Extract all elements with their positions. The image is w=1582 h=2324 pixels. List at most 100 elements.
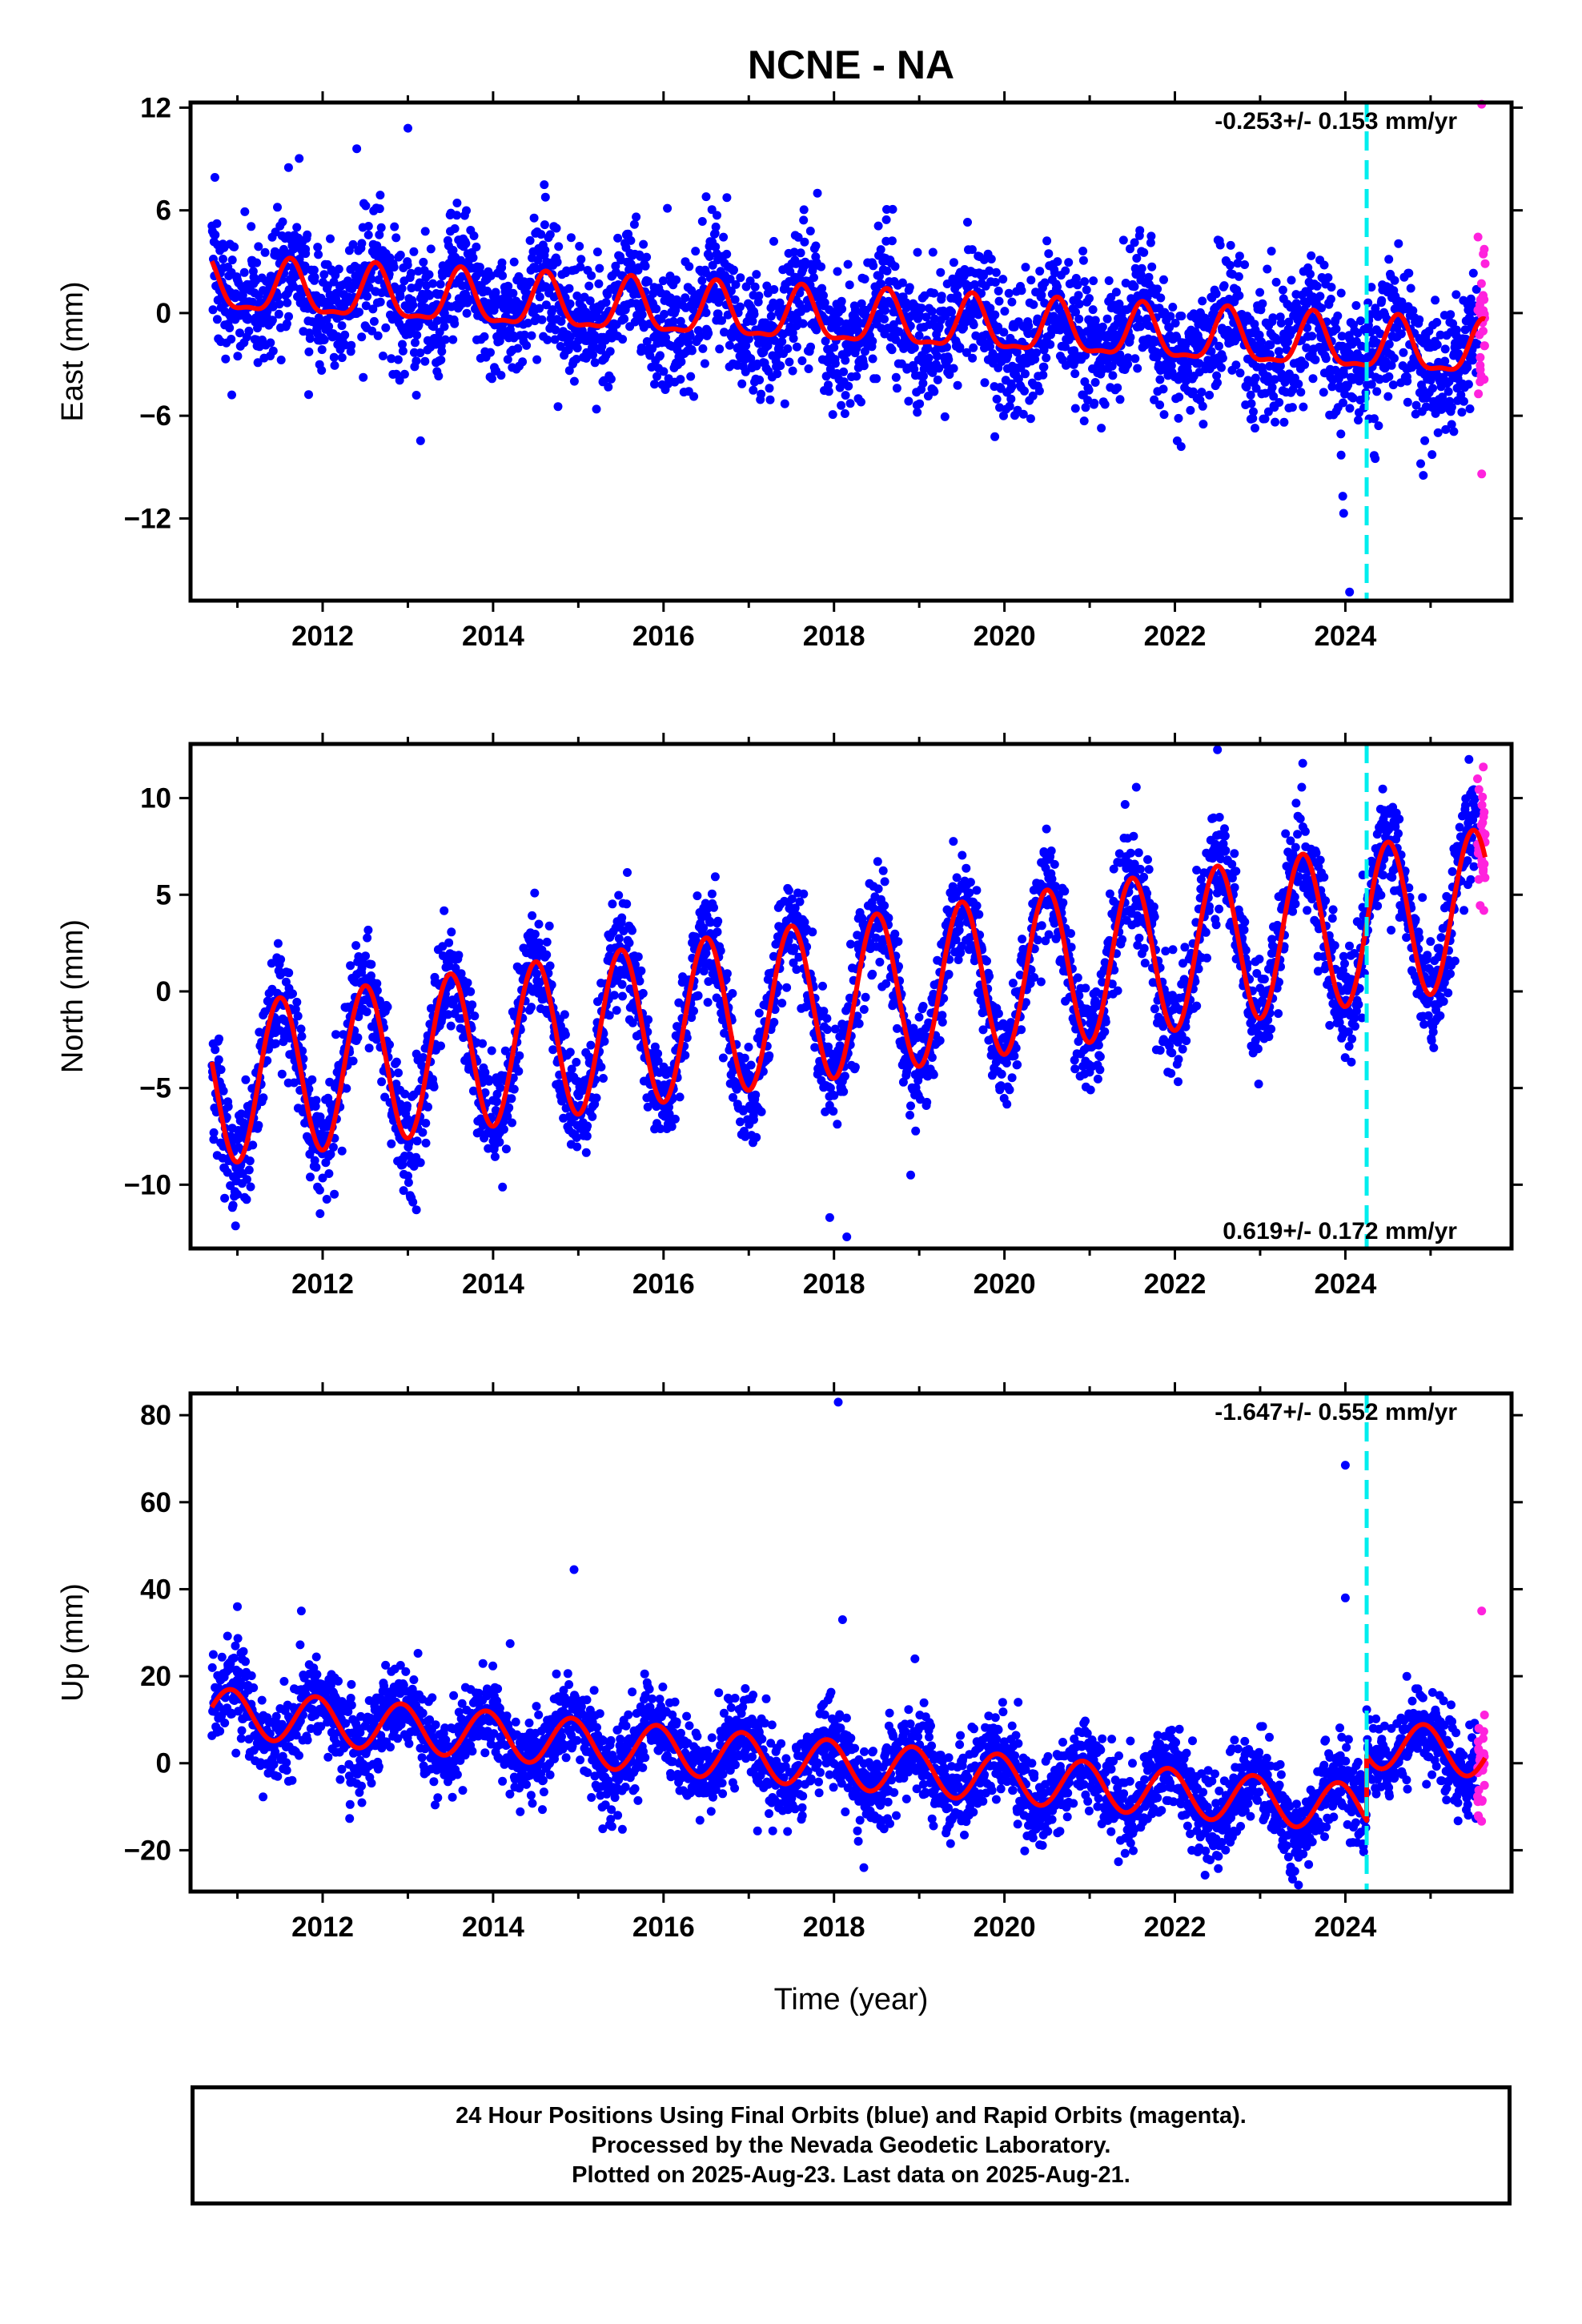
data-point-final: [461, 239, 471, 248]
data-point-final: [1147, 262, 1157, 271]
data-point-final: [436, 356, 446, 364]
data-point-final: [276, 955, 286, 964]
data-point-final: [1249, 407, 1258, 416]
data-point-final: [1464, 380, 1473, 389]
data-point-final: [315, 1185, 324, 1195]
data-point-final: [304, 347, 314, 356]
data-point-final: [986, 255, 996, 263]
data-point-final: [271, 251, 281, 260]
data-point-final: [817, 262, 826, 271]
data-point-final: [811, 241, 821, 251]
data-point-final: [693, 891, 702, 901]
data-point-final: [244, 326, 254, 336]
data-point-final: [930, 387, 939, 396]
data-point-final: [765, 395, 775, 404]
data-point-final: [472, 242, 481, 251]
data-point-final: [845, 399, 855, 408]
data-point-final: [241, 1075, 251, 1084]
data-point-final: [545, 230, 555, 239]
data-point-rapid: [1474, 389, 1484, 399]
y-tick-label: −6: [139, 400, 171, 432]
outlier-point: [701, 192, 711, 202]
data-point-final: [704, 328, 713, 338]
data-point-final: [398, 340, 407, 349]
data-point-final: [300, 261, 310, 271]
data-point-final: [687, 346, 697, 356]
data-point-final: [334, 264, 343, 274]
data-point-final: [915, 399, 925, 408]
data-point-final: [228, 1200, 238, 1210]
data-point-final: [797, 356, 807, 365]
data-point-final: [796, 248, 805, 258]
data-point-final: [604, 1011, 614, 1020]
data-point-final: [1070, 369, 1080, 379]
data-point-final: [540, 220, 549, 230]
data-point-final: [582, 1132, 592, 1141]
data-point-final: [798, 319, 808, 328]
data-point-final: [789, 334, 798, 344]
data-point-final: [508, 288, 518, 298]
data-point-final: [532, 355, 542, 364]
data-point-final: [1388, 380, 1398, 390]
data-point-final: [1039, 362, 1049, 372]
data-point-final: [711, 222, 721, 231]
data-point-final: [844, 381, 853, 391]
y-axis-title: East (mm): [56, 281, 90, 421]
figure-title: NCNE - NA: [748, 42, 954, 87]
data-point-final: [1035, 267, 1045, 276]
data-point-final: [499, 1124, 508, 1134]
data-point-final: [309, 265, 319, 275]
data-point-final: [857, 397, 865, 407]
data-point-final: [777, 337, 787, 347]
data-point-final: [752, 270, 761, 279]
data-point-final: [1308, 374, 1318, 384]
data-point-final: [1078, 247, 1088, 255]
data-point-final: [420, 356, 430, 366]
x-tick-label: 2024: [1314, 621, 1376, 652]
data-point-final: [819, 291, 828, 300]
data-point-final: [636, 966, 646, 975]
data-point-final: [1271, 277, 1281, 287]
data-point-final: [1037, 291, 1046, 300]
data-point-final: [1403, 376, 1412, 386]
data-point-final: [227, 335, 236, 344]
data-point-final: [650, 380, 659, 389]
data-point-final: [420, 227, 430, 236]
data-point-final: [448, 246, 458, 255]
data-point-final: [513, 344, 523, 353]
data-point-final: [676, 375, 685, 384]
data-point-final: [697, 275, 707, 285]
data-point-final: [1399, 348, 1408, 357]
data-point-final: [725, 340, 734, 350]
data-point-final: [1158, 384, 1168, 394]
data-point-final: [368, 304, 378, 314]
data-point-final: [233, 352, 243, 361]
data-point-final: [840, 409, 849, 418]
data-point-final: [1372, 387, 1382, 396]
data-point-final: [829, 1107, 838, 1116]
data-point-final: [429, 1082, 439, 1092]
data-point-final: [1306, 269, 1315, 279]
data-point-final: [337, 1146, 347, 1156]
data-point-final: [436, 279, 445, 289]
data-point-final: [703, 998, 713, 1007]
data-point-final: [565, 299, 575, 308]
data-point-final: [587, 271, 596, 280]
data-point-final: [923, 344, 933, 353]
data-point-final: [629, 219, 639, 229]
data-point-final: [757, 1107, 766, 1116]
data-point-final: [530, 930, 540, 939]
data-point-final: [605, 347, 615, 356]
data-point-final: [623, 868, 632, 877]
data-point-final: [466, 987, 476, 996]
data-point-final: [833, 1120, 842, 1129]
data-point-final: [588, 1112, 597, 1121]
data-point-final: [554, 242, 564, 251]
data-point-final: [215, 1034, 223, 1043]
data-point-final: [722, 193, 732, 203]
data-point-final: [1383, 392, 1393, 401]
data-point-final: [282, 319, 291, 328]
data-point-final: [1130, 282, 1139, 292]
data-point-final: [994, 286, 1003, 296]
data-point-final: [375, 230, 384, 239]
